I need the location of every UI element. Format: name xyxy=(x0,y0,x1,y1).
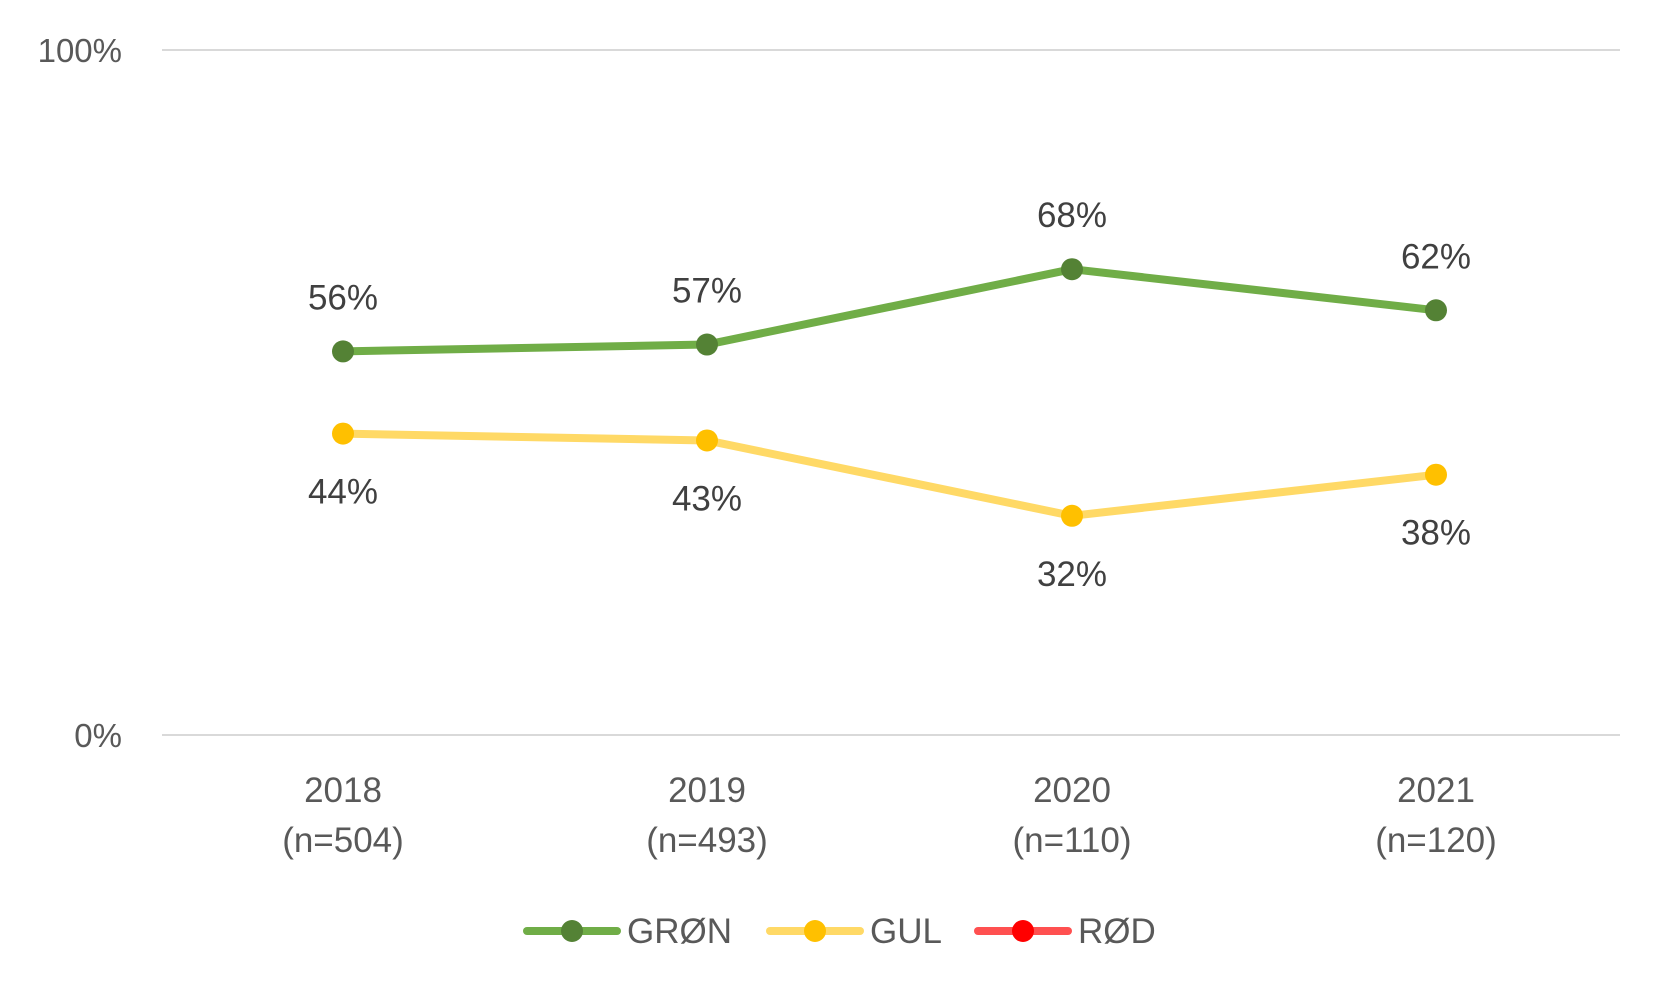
data-point-gul xyxy=(1061,504,1083,527)
legend: GRØN GUL RØD xyxy=(523,912,1156,951)
series-gron xyxy=(332,258,1447,363)
y-tick-label: 100% xyxy=(38,32,122,69)
legend-item-gul: GUL xyxy=(766,912,942,951)
data-label-gron: 62% xyxy=(1401,237,1471,276)
data-point-gul xyxy=(332,422,354,445)
x-category-n: (n=493) xyxy=(646,821,768,860)
x-category-year: 2018 xyxy=(304,771,382,810)
legend-label: RØD xyxy=(1078,912,1156,951)
legend-swatch-marker xyxy=(561,920,583,942)
data-point-gron xyxy=(332,340,354,363)
legend-item-rod: RØD xyxy=(974,912,1156,951)
legend-label: GRØN xyxy=(627,912,732,951)
data-point-gron xyxy=(1061,258,1083,281)
legend-swatch-marker xyxy=(804,920,826,942)
legend-label: GUL xyxy=(870,912,942,951)
data-label-gron: 57% xyxy=(672,272,742,311)
data-point-gron xyxy=(1425,299,1447,322)
series-line-gul xyxy=(339,429,1440,520)
legend-item-gron: GRØN xyxy=(523,912,732,951)
series-lines xyxy=(332,258,1447,527)
data-label-gul: 38% xyxy=(1401,514,1471,553)
data-label-gul: 43% xyxy=(672,479,742,518)
data-point-gul xyxy=(696,429,718,452)
x-category-year: 2020 xyxy=(1033,771,1111,810)
x-category-n: (n=110) xyxy=(1012,821,1131,860)
x-category-n: (n=120) xyxy=(1375,821,1497,860)
legend-swatch-marker xyxy=(1012,920,1034,942)
data-label-gul: 32% xyxy=(1037,555,1107,594)
data-label-gul: 44% xyxy=(308,473,378,512)
y-tick-label: 0% xyxy=(74,717,122,754)
x-category-year: 2019 xyxy=(668,771,746,810)
x-axis-category-labels: 2018 (n=504) 2019 (n=493) 2020 (n=110) 2021 (n=… xyxy=(282,771,1497,860)
series-line-gron xyxy=(339,265,1440,356)
data-label-gron: 56% xyxy=(308,278,378,317)
data-label-gron: 68% xyxy=(1037,196,1107,235)
series-gul xyxy=(332,422,1447,527)
x-category-n: (n=504) xyxy=(282,821,404,860)
data-point-gron xyxy=(696,333,718,356)
gridlines xyxy=(162,49,1620,736)
data-point-gul xyxy=(1425,463,1447,486)
x-category-year: 2021 xyxy=(1397,771,1475,810)
data-labels: 56% 57% 68% 62% 44% 43% 32% 38% xyxy=(308,196,1471,594)
y-axis-tick-labels: 0% 100% xyxy=(38,32,122,754)
